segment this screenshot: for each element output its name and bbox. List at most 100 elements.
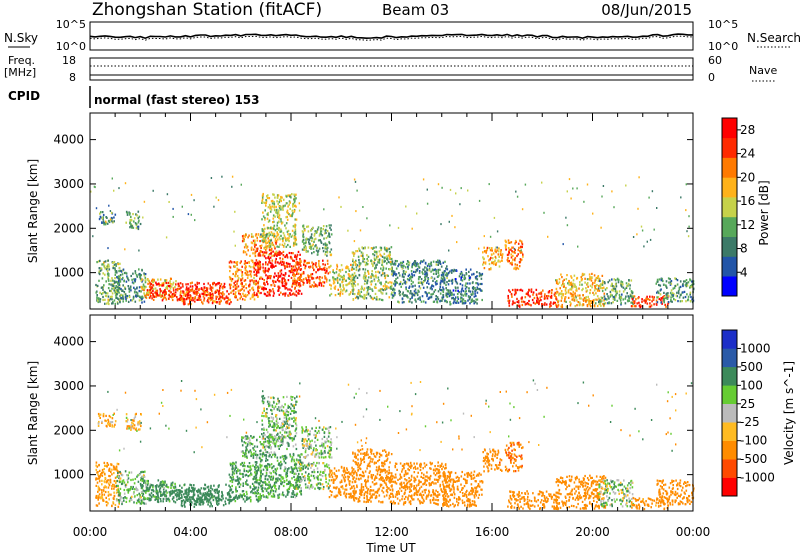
data-cell [511, 303, 514, 306]
data-cell [512, 251, 514, 254]
data-cell [250, 275, 252, 278]
data-cell [268, 197, 271, 200]
data-cell [422, 178, 425, 181]
data-cell [159, 284, 162, 287]
data-cell [110, 279, 112, 282]
data-cell [419, 287, 422, 290]
data-cell [138, 492, 140, 495]
data-cell [99, 475, 101, 478]
data-cell [250, 247, 253, 250]
data-cell [661, 297, 664, 300]
data-cell [222, 497, 224, 500]
data-cell [270, 284, 273, 287]
data-cell [476, 282, 479, 285]
data-cell [367, 259, 369, 262]
data-cell [296, 253, 299, 256]
data-cell [362, 206, 364, 208]
data-cell [381, 269, 384, 272]
data-cell [261, 198, 264, 201]
data-cell [692, 287, 695, 290]
data-cell [187, 289, 189, 292]
data-cell [131, 281, 134, 284]
data-cell [516, 254, 518, 258]
data-cell [351, 268, 354, 271]
data-cell [174, 485, 177, 488]
data-cell [313, 285, 315, 288]
data-cell [249, 270, 251, 273]
data-cell [218, 502, 220, 505]
data-cell [243, 294, 245, 297]
data-cell [680, 196, 682, 199]
data-cell [205, 493, 208, 496]
data-cell [246, 294, 249, 297]
data-cell [418, 277, 420, 281]
data-cell [353, 178, 356, 181]
data-cell [401, 261, 404, 264]
data-cell [138, 286, 141, 289]
data-cell [119, 472, 122, 475]
data-cell [152, 292, 154, 295]
data-cell [247, 290, 250, 293]
data-cell [179, 297, 182, 300]
data-cell [667, 301, 670, 304]
data-cell [136, 286, 138, 289]
data-cell [140, 479, 142, 482]
data-cell [121, 273, 124, 276]
data-cell [281, 282, 284, 285]
data-cell [583, 200, 585, 203]
data-cell [366, 289, 369, 292]
data-cell [130, 424, 133, 427]
data-cell [95, 496, 97, 499]
data-cell [308, 242, 311, 245]
data-cell [218, 282, 220, 285]
data-cell [129, 212, 131, 215]
data-cell [154, 485, 157, 488]
data-cell [417, 297, 419, 301]
data-cell [114, 277, 116, 280]
data-cell [104, 490, 107, 494]
data-cell [653, 303, 655, 306]
data-cell [294, 241, 297, 244]
data-cell [632, 236, 635, 238]
data-cell [424, 277, 427, 281]
data-cell [459, 282, 462, 286]
data-cell [293, 269, 296, 272]
data-cell [396, 281, 398, 284]
data-cell [339, 278, 341, 281]
data-cell [296, 263, 298, 266]
data-cell [275, 253, 278, 256]
data-cell [119, 269, 122, 272]
data-cell [277, 226, 280, 229]
data-cell [676, 279, 679, 282]
data-cell [343, 274, 345, 277]
data-cell [293, 242, 295, 245]
data-cell [312, 277, 315, 280]
data-cell [205, 294, 208, 297]
data-cell [216, 488, 219, 491]
data-cell [357, 289, 360, 292]
data-cell [435, 270, 437, 273]
data-cell [165, 489, 167, 492]
data-cell [446, 289, 448, 292]
data-cell [334, 285, 337, 288]
data-cell [428, 262, 430, 266]
data-cell [97, 412, 100, 416]
data-cell [283, 277, 285, 280]
data-cell [398, 289, 400, 292]
data-cell [451, 278, 454, 281]
data-cell [294, 280, 296, 283]
data-cell [488, 247, 491, 250]
data-cell [284, 274, 286, 277]
data-cell [575, 296, 577, 299]
data-cell [194, 487, 196, 490]
data-cell [196, 497, 198, 500]
data-cell [460, 276, 463, 279]
data-cell [432, 260, 435, 263]
data-cell [263, 271, 265, 274]
data-cell [508, 241, 511, 244]
data-cell [600, 283, 602, 286]
data-cell [248, 261, 250, 264]
data-cell [603, 292, 606, 295]
data-cell [137, 227, 140, 231]
data-cell [415, 269, 418, 272]
